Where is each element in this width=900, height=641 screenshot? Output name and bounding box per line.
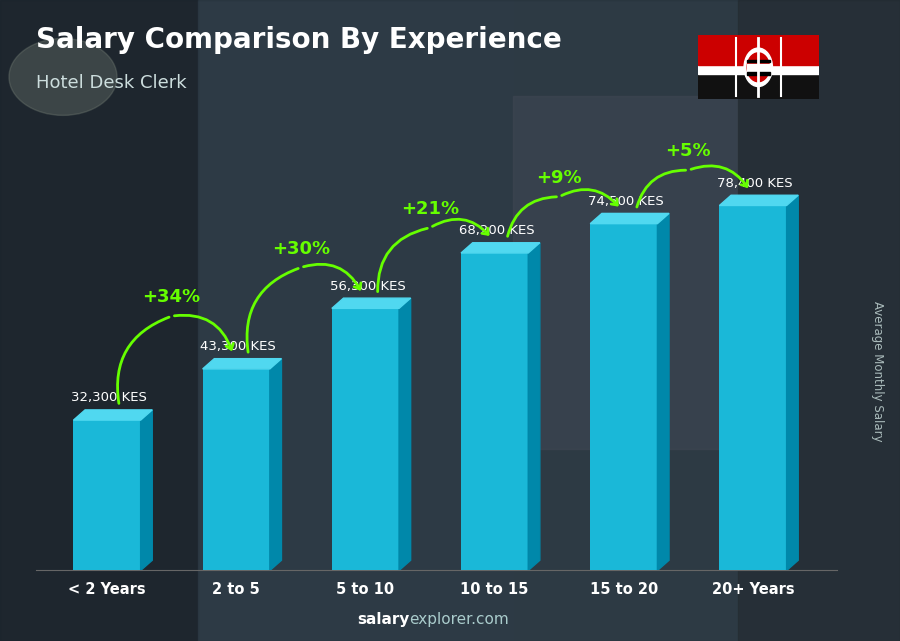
Text: 43,300 KES: 43,300 KES <box>201 340 276 353</box>
Bar <box>590 224 657 570</box>
Polygon shape <box>787 196 798 570</box>
Bar <box>738 0 900 641</box>
Text: +30%: +30% <box>272 240 330 258</box>
Text: +34%: +34% <box>142 288 201 306</box>
Bar <box>461 253 528 570</box>
Polygon shape <box>657 213 669 570</box>
Text: 68,200 KES: 68,200 KES <box>459 224 535 237</box>
Text: Hotel Desk Clerk: Hotel Desk Clerk <box>36 74 186 92</box>
Bar <box>698 31 819 65</box>
Text: 74,500 KES: 74,500 KES <box>588 195 663 208</box>
Bar <box>332 308 399 570</box>
Ellipse shape <box>744 48 772 87</box>
Text: +9%: +9% <box>536 169 582 187</box>
Bar <box>513 96 738 449</box>
Text: 56,300 KES: 56,300 KES <box>329 279 405 292</box>
Bar <box>747 60 770 63</box>
Bar <box>747 64 770 71</box>
Bar <box>698 65 819 74</box>
Polygon shape <box>399 298 410 570</box>
Bar <box>198 0 513 641</box>
Text: 32,300 KES: 32,300 KES <box>71 391 147 404</box>
Polygon shape <box>528 243 540 570</box>
Bar <box>698 74 819 99</box>
Polygon shape <box>590 213 669 224</box>
Text: salary: salary <box>357 612 410 627</box>
Bar <box>698 0 819 22</box>
Polygon shape <box>719 196 798 206</box>
Text: Salary Comparison By Experience: Salary Comparison By Experience <box>36 26 562 54</box>
Text: +5%: +5% <box>666 142 711 160</box>
Ellipse shape <box>747 53 770 82</box>
Bar <box>0 0 198 641</box>
Polygon shape <box>140 410 152 570</box>
Bar <box>74 420 140 570</box>
Bar <box>698 22 819 31</box>
Text: 78,400 KES: 78,400 KES <box>717 177 793 190</box>
Bar <box>747 72 770 75</box>
Text: Average Monthly Salary: Average Monthly Salary <box>871 301 884 442</box>
Polygon shape <box>461 243 540 253</box>
Polygon shape <box>202 359 282 369</box>
Text: +21%: +21% <box>401 200 459 218</box>
Polygon shape <box>270 359 282 570</box>
Bar <box>719 206 787 570</box>
Polygon shape <box>74 410 152 420</box>
Bar <box>202 369 270 570</box>
Circle shape <box>9 38 117 115</box>
Polygon shape <box>332 298 410 308</box>
Text: explorer.com: explorer.com <box>410 612 509 627</box>
